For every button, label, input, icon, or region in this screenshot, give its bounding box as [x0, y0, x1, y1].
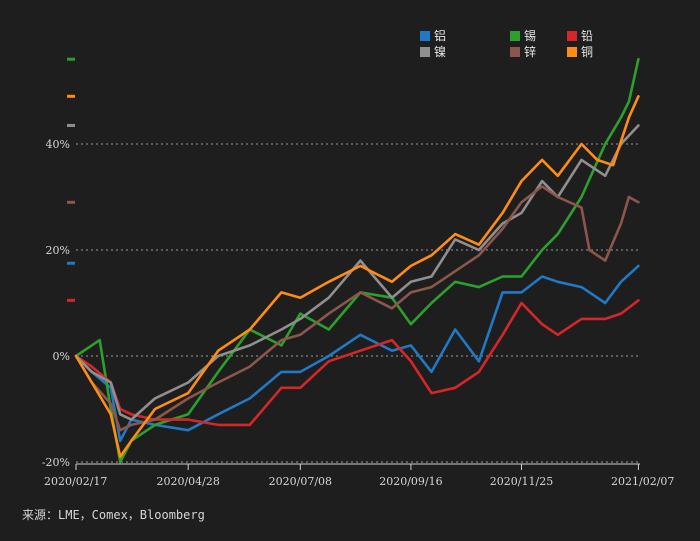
y-tick-label: -20%	[42, 456, 70, 469]
legend-label-铜: 铜	[581, 44, 593, 59]
end-value-marker-锌	[67, 200, 75, 204]
source-note: 来源：LME，Comex，Bloomberg	[22, 508, 205, 522]
legend-swatch-铅	[567, 31, 577, 41]
end-value-marker-铝	[67, 261, 75, 265]
series-line-铝	[74, 264, 640, 443]
end-value-marker-铜	[67, 94, 75, 98]
x-tick-label: 2021/02/07	[611, 475, 674, 488]
x-tick-label: 2020/11/25	[490, 475, 553, 488]
y-tick-label: 0%	[53, 350, 70, 363]
x-tick-label: 2020/09/16	[379, 475, 442, 488]
legend-label-镍: 镍	[434, 45, 446, 59]
legend-swatch-铝	[420, 31, 430, 41]
x-tick-label: 2020/07/08	[269, 475, 332, 488]
end-value-marker-铅	[67, 298, 75, 302]
end-value-marker-镍	[67, 123, 75, 127]
legend: 铝 锡 铅镍 锌 铜	[420, 28, 593, 59]
legend-label-锡: 锡	[524, 28, 536, 43]
gridlines	[76, 143, 640, 463]
legend-label-铅: 铅	[581, 29, 593, 43]
end-value-markers	[67, 57, 75, 302]
series-line-镍	[74, 124, 640, 421]
y-tick-label: 40%	[46, 138, 70, 151]
end-value-marker-锡	[67, 57, 75, 61]
legend-label-铝: 铝	[434, 28, 446, 43]
y-tick-label: 20%	[46, 244, 70, 257]
legend-swatch-铜	[567, 47, 577, 57]
x-tick-label: 2020/04/28	[156, 475, 219, 488]
legend-swatch-镍	[420, 47, 430, 57]
legend-swatch-锡	[510, 31, 520, 41]
series-line-锡	[74, 57, 640, 464]
legend-label-锌: 锌	[524, 45, 536, 59]
series-lines	[74, 57, 640, 464]
series-line-锌	[74, 185, 640, 432]
legend-swatch-锌	[510, 47, 520, 57]
axes: -20% 0% 20% 40% 2020/02/17 2020/04/28 2020/07/…	[42, 138, 675, 488]
x-tick-label: 2020/02/17	[44, 475, 107, 488]
series-line-铜	[74, 95, 640, 459]
